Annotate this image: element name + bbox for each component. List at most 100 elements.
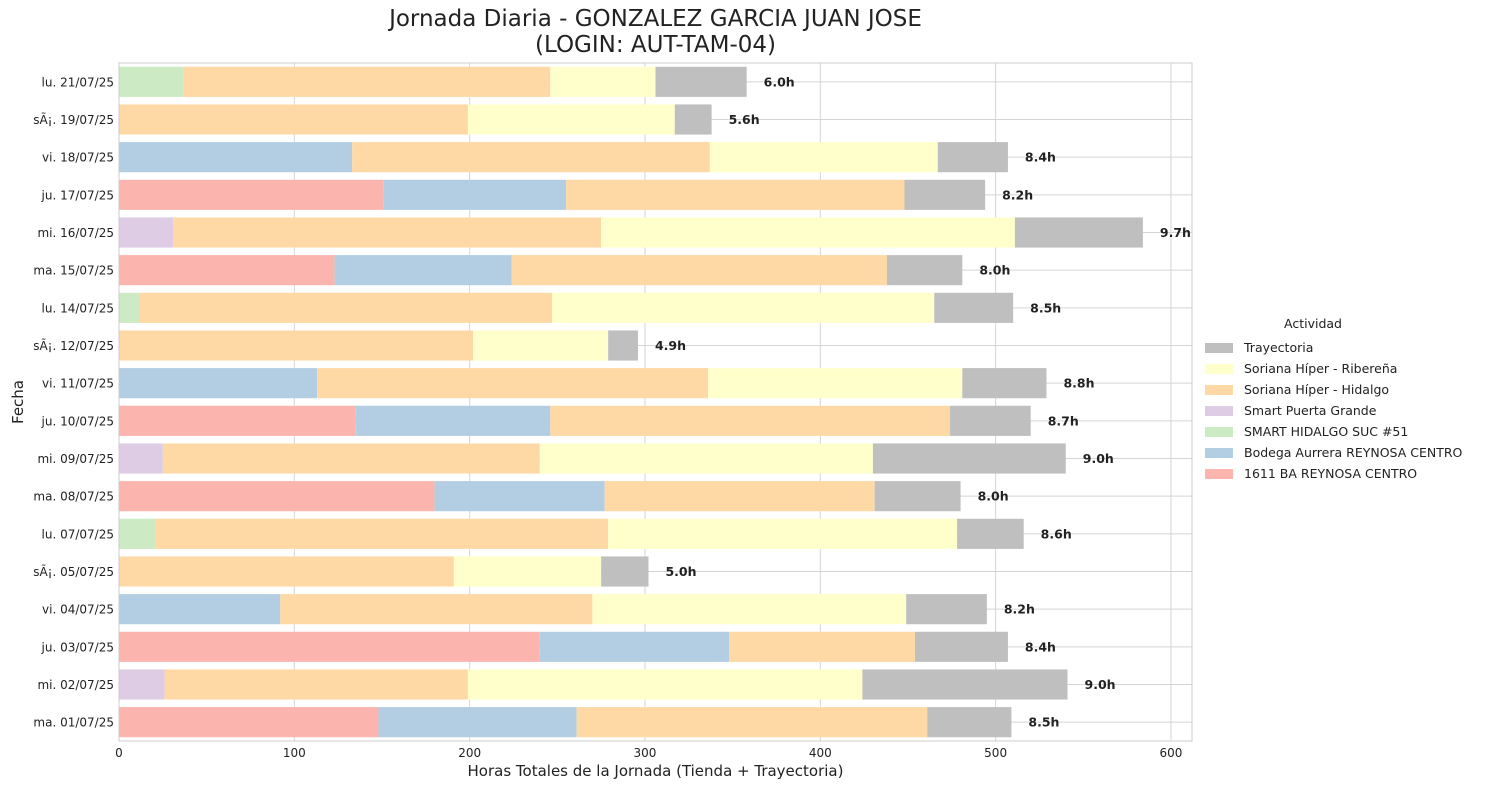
bar-segment [119,66,184,97]
legend-label: Smart Puerta Grande [1244,403,1377,418]
y-tick-label: vi. 11/07/25 [42,377,114,391]
bar-segment [539,631,730,662]
bar-segment [119,368,318,399]
legend-item: Soriana Híper - Hidalgo [1199,379,1481,400]
bar-segment [119,104,468,135]
legend-item: SMART HIDALGO SUC #51 [1199,421,1481,442]
bar-segment [155,518,609,549]
y-tick-label: sÃ¡. 12/07/25 [33,338,114,353]
bar-segment [119,292,141,323]
bar-segment [140,292,553,323]
bar-segment [708,368,963,399]
bar-segment [162,443,540,474]
bar-total-label: 8.0h [979,263,1010,278]
bar-segment [566,179,905,210]
bar-total-label: 8.5h [1028,715,1059,730]
y-tick-label: ju. 03/07/25 [41,640,114,654]
legend-item: Bodega Aurrera REYNOSA CENTRO [1199,442,1481,463]
bar-segment [355,405,551,436]
y-tick-label: ju. 17/07/25 [41,188,114,202]
bar-segment [608,518,958,549]
bar-segment [511,255,887,286]
y-tick-label: sÃ¡. 05/07/25 [33,564,114,579]
x-tick-label: 400 [809,746,832,760]
bar-segment [906,594,987,625]
bar-segment [453,556,602,587]
bar-segment [550,66,656,97]
legend-label: SMART HIDALGO SUC #51 [1244,424,1409,439]
y-tick-label: ju. 10/07/25 [41,414,114,428]
bar-segment [467,104,675,135]
bar-segment [608,330,638,361]
bar-segment [914,631,1008,662]
y-axis-label: Fecha [9,380,27,424]
bar-segment [604,481,875,512]
x-tick-label: 200 [458,746,481,760]
x-tick-label: 300 [634,746,657,760]
bar-segment [119,255,335,286]
bar-segment [473,330,609,361]
bar-segment [957,518,1024,549]
bar-segment [119,481,435,512]
bar-segment [934,292,1014,323]
bar-segment [539,443,873,474]
y-tick-label: ma. 15/07/25 [33,264,114,278]
legend-swatch [1205,468,1233,479]
bar-segment [378,707,577,738]
bar-segment [1014,217,1143,248]
bar-segment [119,217,174,248]
bar-segment [655,66,747,97]
bar-total-label: 9.0h [1083,451,1114,466]
bar-segment [119,707,379,738]
bar-segment [886,255,963,286]
bar-segment [334,255,512,286]
bar-total-label: 4.9h [655,338,686,353]
legend-label: Bodega Aurrera REYNOSA CENTRO [1244,445,1463,460]
bar-segment [709,142,938,173]
legend-label: Soriana Híper - Ribereña [1244,361,1398,376]
x-tick-label: 0 [115,746,123,760]
bar-segment [173,217,602,248]
y-tick-label: mi. 02/07/25 [37,678,114,692]
bar-total-label: 8.7h [1048,413,1079,428]
bar-segment [183,66,551,97]
bar-total-label: 8.6h [1041,526,1072,541]
bar-segment [280,594,593,625]
y-tick-label: lu. 14/07/25 [42,301,114,315]
legend: Actividad Trayectoria Soriana Híper - Rib… [1199,316,1481,484]
bar-segment [950,405,1031,436]
y-tick-label: vi. 18/07/25 [42,151,114,165]
legend-swatch [1205,363,1233,374]
bar-segment [119,631,540,662]
bar-total-label: 6.0h [764,74,795,89]
x-tick-label: 100 [283,746,306,760]
bar-segment [874,481,961,512]
bar-total-label: 9.0h [1085,677,1116,692]
bar-segment [119,594,281,625]
bar-total-label: 9.7h [1160,225,1191,240]
legend-items: Trayectoria Soriana Híper - Ribereña Soria… [1199,337,1481,484]
bar-total-label: 5.6h [729,112,760,127]
bar-segment [119,669,165,700]
bar-segment [729,631,915,662]
bar-total-label: 8.4h [1025,639,1056,654]
chart-title: Jornada Diaria - GONZALEZ GARCIA JUAN JO… [119,6,1192,58]
y-tick-label: lu. 07/07/25 [42,527,114,541]
bar-segment [550,405,951,436]
bar-segment [552,292,935,323]
bar-segment [119,142,353,173]
bar-total-label: 8.8h [1063,376,1094,391]
y-tick-label: mi. 09/07/25 [37,452,114,466]
bar-segment [904,179,986,210]
bar-segment [119,443,163,474]
legend-title: Actividad [1284,316,1342,331]
legend-label: 1611 BA REYNOSA CENTRO [1244,466,1418,481]
legend-item: 1611 BA REYNOSA CENTRO [1199,463,1481,484]
bar-total-label: 8.0h [978,489,1009,504]
bar-total-label: 8.5h [1030,300,1061,315]
x-axis-label: Horas Totales de la Jornada (Tienda + Tr… [467,762,844,780]
bar-segment [119,330,474,361]
bar-segment [164,669,468,700]
legend-item: Soriana Híper - Ribereña [1199,358,1481,379]
